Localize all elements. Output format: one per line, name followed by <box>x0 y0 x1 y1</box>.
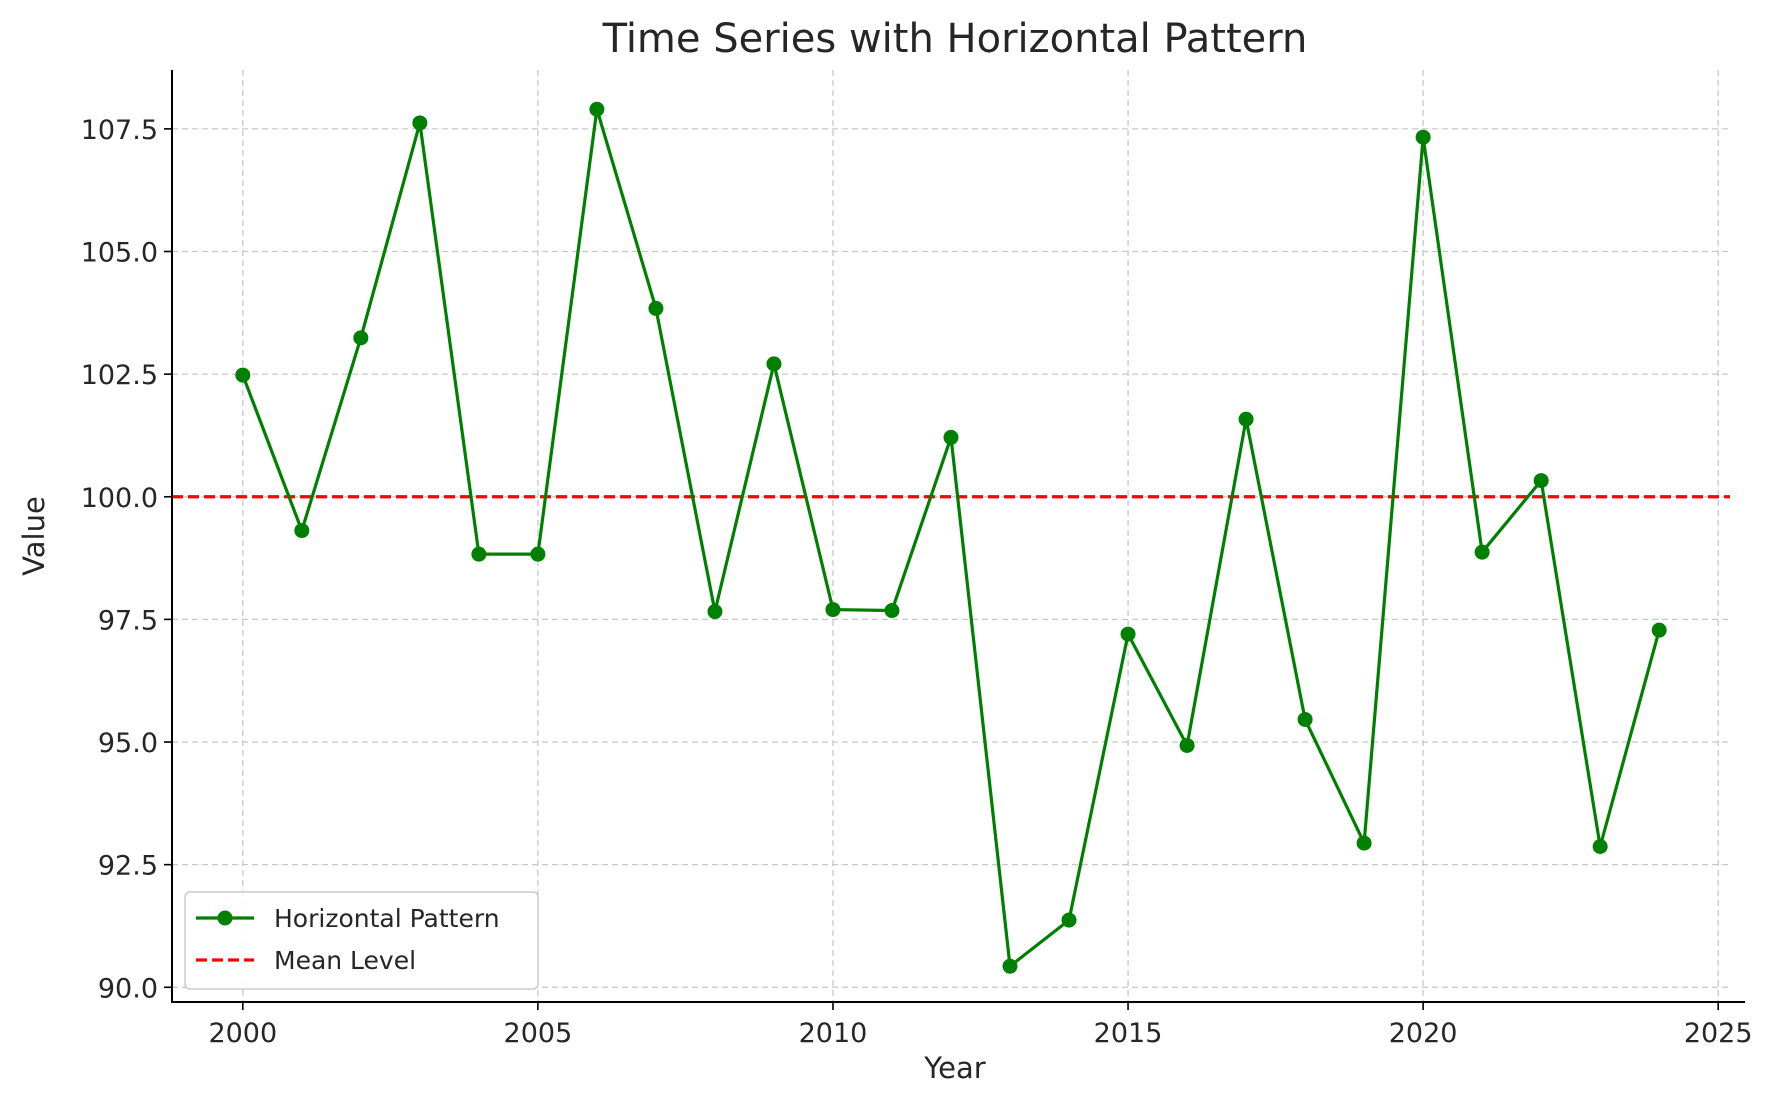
data-point <box>1179 737 1195 753</box>
y-tick-label: 92.5 <box>98 851 158 882</box>
series-line-horizontal-pattern <box>241 107 1661 968</box>
data-point <box>766 356 782 372</box>
data-point <box>353 330 369 346</box>
x-tick-label: 2015 <box>1094 1018 1163 1049</box>
data-point <box>1415 129 1431 145</box>
data-point <box>825 602 841 618</box>
data-point <box>235 367 251 383</box>
y-tick-label: 95.0 <box>98 728 158 759</box>
data-point <box>1356 835 1372 851</box>
y-tick-label: 97.5 <box>98 605 158 636</box>
x-tick-label: 2025 <box>1684 1018 1753 1049</box>
data-point <box>1474 544 1490 560</box>
legend-marker-horizontal-pattern <box>217 910 233 926</box>
x-tick-label: 2000 <box>208 1018 277 1049</box>
data-point <box>530 546 546 562</box>
data-point <box>1297 711 1313 727</box>
y-tick-label: 102.5 <box>81 360 158 391</box>
data-point <box>648 300 664 316</box>
legend: Horizontal Pattern Mean Level <box>184 891 539 990</box>
data-point <box>1002 958 1018 974</box>
data-point <box>589 101 605 117</box>
data-point <box>1061 912 1077 928</box>
data-point <box>1592 839 1608 855</box>
data-point <box>1533 473 1549 489</box>
x-tick-label: 2010 <box>799 1018 868 1049</box>
data-point <box>1238 411 1254 427</box>
data-point <box>943 429 959 445</box>
data-point <box>294 523 310 539</box>
y-tick-label: 90.0 <box>98 973 158 1004</box>
y-ticks: 90.0 92.5 95.0 97.5 100.0 102.5 105.0 107.5 <box>81 115 172 1004</box>
data-point <box>1120 626 1136 642</box>
data-point <box>884 603 900 619</box>
y-tick-label: 100.0 <box>81 483 158 514</box>
data-point <box>471 546 487 562</box>
legend-label-mean-level: Mean Level <box>274 946 416 975</box>
y-axis-label: Value <box>17 496 51 576</box>
chart-title: Time Series with Horizontal Pattern <box>602 16 1308 62</box>
x-tick-label: 2020 <box>1389 1018 1458 1049</box>
x-tick-label: 2005 <box>504 1018 573 1049</box>
x-axis-label: Year <box>923 1051 985 1085</box>
data-point <box>707 604 723 620</box>
data-point <box>1651 622 1667 638</box>
data-point <box>412 115 428 131</box>
y-tick-label: 107.5 <box>81 115 158 146</box>
legend-box <box>184 891 539 990</box>
grid <box>172 70 1730 1002</box>
y-tick-label: 105.0 <box>81 237 158 268</box>
x-ticks: 2000 2005 2010 2015 2020 2025 <box>208 1002 1753 1049</box>
series-layer <box>235 101 1667 974</box>
legend-label-horizontal-pattern: Horizontal Pattern <box>274 904 500 933</box>
